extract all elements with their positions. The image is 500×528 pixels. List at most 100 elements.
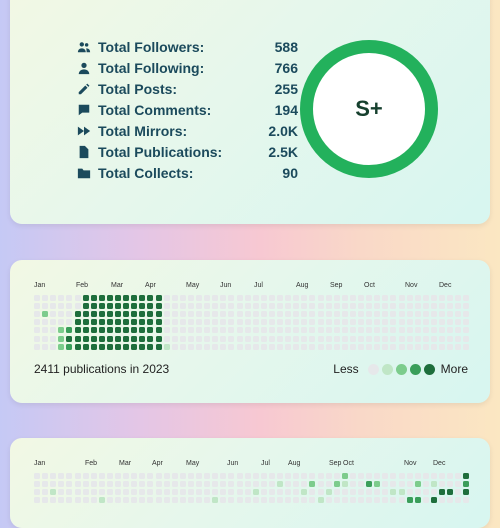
contribution-cell xyxy=(406,489,413,496)
contribution-cell xyxy=(123,327,130,334)
contribution-cell xyxy=(285,473,292,479)
contribution-cell xyxy=(244,473,251,479)
contribution-cell xyxy=(82,319,89,326)
contribution-cell xyxy=(196,335,202,342)
stat-value: 194 xyxy=(274,101,298,118)
month-label: Apr xyxy=(152,460,163,467)
contribution-cell xyxy=(106,319,113,326)
contribution-cell xyxy=(277,311,283,318)
contribution-cell xyxy=(333,303,340,310)
contribution-cell xyxy=(390,327,397,334)
contribution-cell xyxy=(455,303,462,310)
contribution-cell xyxy=(349,481,356,488)
contribution-cell xyxy=(390,489,397,496)
contribution-cell xyxy=(406,343,413,350)
contribution-cell xyxy=(309,311,316,318)
contribution-cell xyxy=(309,303,316,310)
stat-row: Total Followers: 588 xyxy=(76,36,298,57)
contribution-cell xyxy=(301,335,308,342)
contribution-cell xyxy=(98,303,105,310)
contribution-cell xyxy=(212,303,219,310)
contribution-cell xyxy=(260,327,267,334)
contribution-cell xyxy=(90,473,97,479)
contribution-cell xyxy=(301,303,308,310)
contribution-cell xyxy=(42,343,49,350)
contribution-cell xyxy=(325,295,332,301)
month-label: Oct xyxy=(364,282,375,289)
contribution-cell xyxy=(252,343,259,350)
contribution-cell xyxy=(139,497,146,504)
contribution-cell xyxy=(82,481,89,488)
stat-label: Total Following: xyxy=(98,59,205,76)
contribution-cell xyxy=(98,497,105,504)
contribution-cell xyxy=(236,343,243,350)
contribution-cell xyxy=(301,327,308,334)
contribution-cell xyxy=(171,335,178,342)
contribution-cell xyxy=(333,481,340,488)
contribution-cell xyxy=(374,343,381,350)
contribution-cell xyxy=(447,319,454,326)
contribution-cell xyxy=(268,489,275,496)
contribution-cell xyxy=(406,327,413,334)
contribution-cell xyxy=(277,489,283,496)
contribution-cell xyxy=(358,481,364,488)
contribution-cell xyxy=(58,319,65,326)
contribution-cell xyxy=(147,335,154,342)
contribution-cell xyxy=(382,335,389,342)
contribution-cell xyxy=(34,335,40,342)
contribution-cell xyxy=(147,319,154,326)
contribution-cell xyxy=(398,473,405,479)
contribution-cell xyxy=(163,489,170,496)
contribution-cell xyxy=(139,335,146,342)
contribution-cell xyxy=(90,343,97,350)
contribution-cell xyxy=(123,311,130,318)
contribution-cell xyxy=(163,319,170,326)
contribution-cell xyxy=(293,497,300,504)
contribution-cell xyxy=(277,295,283,301)
contribution-cell xyxy=(293,319,300,326)
contribution-cell xyxy=(155,295,162,301)
contribution-cell xyxy=(325,303,332,310)
contribution-cell xyxy=(58,335,65,342)
contribution-cell xyxy=(196,311,202,318)
contribution-cell xyxy=(220,327,227,334)
contribution-cell xyxy=(123,481,130,488)
contribution-cell xyxy=(439,473,445,479)
contribution-cell xyxy=(139,311,146,318)
contribution-cell xyxy=(333,295,340,301)
contribution-cell xyxy=(228,497,235,504)
contribution-cell xyxy=(398,343,405,350)
contribution-cell xyxy=(220,295,227,301)
contribution-cell xyxy=(463,311,470,318)
contribution-cell xyxy=(374,497,381,504)
contribution-cell xyxy=(366,327,373,334)
contribution-cell xyxy=(268,481,275,488)
contribution-cell xyxy=(115,489,121,496)
contribution-cell xyxy=(414,497,421,504)
contribution-cell xyxy=(406,303,413,310)
contribution-cell xyxy=(115,473,121,479)
contribution-cell xyxy=(374,327,381,334)
contribution-cell xyxy=(98,481,105,488)
contribution-cell xyxy=(260,489,267,496)
contribution-cell xyxy=(463,303,470,310)
contribution-cell xyxy=(244,327,251,334)
contribution-cell xyxy=(98,335,105,342)
contribution-cell xyxy=(171,497,178,504)
contribution-cell xyxy=(155,343,162,350)
legend-swatch-1 xyxy=(381,363,393,375)
contribution-cell xyxy=(155,489,162,496)
contribution-cell xyxy=(236,473,243,479)
contribution-cell xyxy=(349,295,356,301)
contribution-cell xyxy=(325,497,332,504)
contribution-cell xyxy=(228,319,235,326)
contribution-cell xyxy=(131,295,138,301)
contribution-cell xyxy=(42,295,49,301)
contribution-cell xyxy=(155,473,162,479)
contribution-cell xyxy=(50,343,57,350)
contribution-cell xyxy=(196,303,202,310)
contribution-cell xyxy=(277,335,283,342)
contribution-cell xyxy=(147,303,154,310)
contribution-cell xyxy=(349,335,356,342)
contribution-cell xyxy=(139,481,146,488)
